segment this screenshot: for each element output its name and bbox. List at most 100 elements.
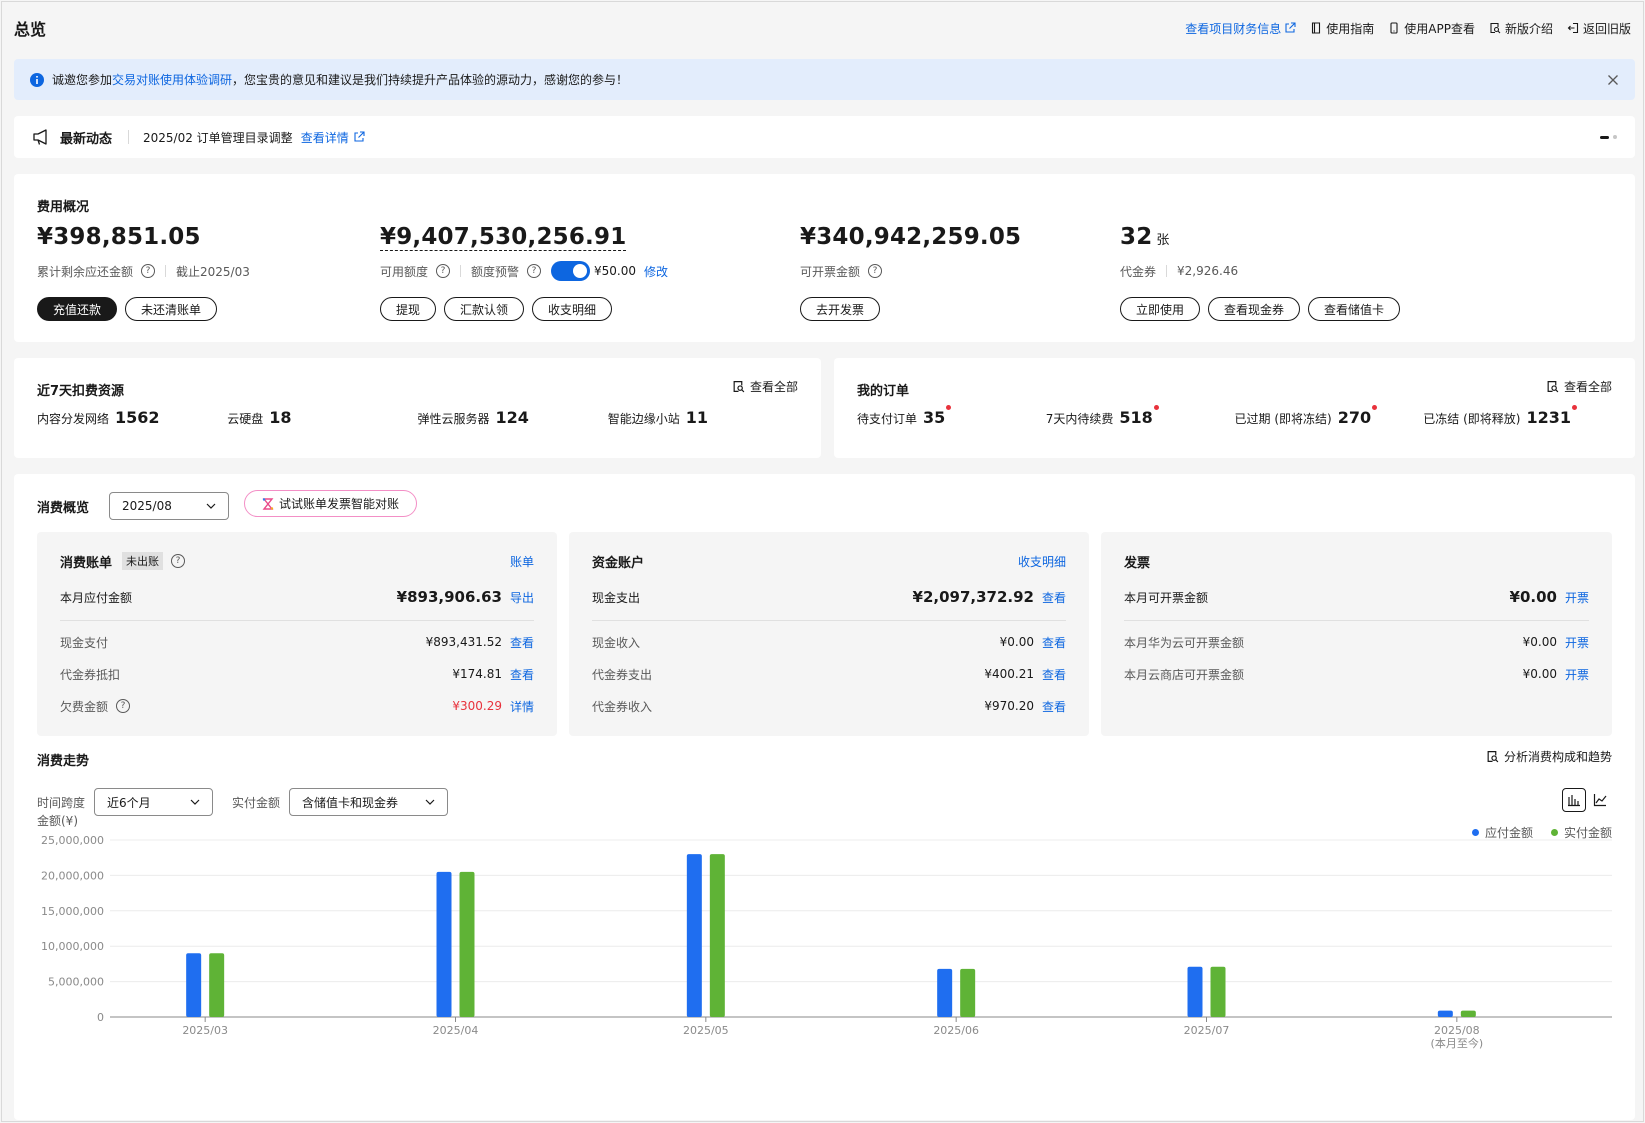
invoice-row-amount: ¥0.00 (1522, 667, 1557, 681)
new-intro-link[interactable]: 新版介绍 (1489, 20, 1553, 37)
resource-stat[interactable]: 云硬盘 18 (227, 408, 417, 427)
legend-item-paid[interactable]: 实付金额 (1550, 824, 1612, 841)
finance-info-label: 查看项目财务信息 (1185, 21, 1282, 36)
fund-main-amount: ¥2,097,372.92 (912, 588, 1034, 606)
unpaid-bills-button[interactable]: 未还清账单 (125, 297, 218, 321)
paid-label: 实付金额 (232, 796, 281, 810)
coupon-unit: 张 (1156, 233, 1170, 248)
invoice-head: 发票 (1124, 552, 1589, 571)
order-stat[interactable]: 7天内待续费 518 (1046, 405, 1235, 427)
paid-type-select[interactable]: 含储值卡和现金券 (289, 788, 448, 816)
bar-paid (960, 968, 976, 1017)
transaction-detail-button[interactable]: 收支明细 (532, 297, 613, 321)
resource-stat[interactable]: 内容分发网络 1562 (37, 408, 227, 427)
time-span-select[interactable]: 近6个月 (94, 788, 213, 816)
info-icon (30, 72, 44, 87)
credit-alert-label: 额度预警 (471, 264, 520, 279)
view-link[interactable]: 查看 (509, 635, 534, 650)
fund-main-row: 现金支出 ¥2,097,372.92 查看 (592, 586, 1066, 608)
fund-detail-link[interactable]: 收支明细 (1017, 554, 1066, 569)
fund-title: 资金账户 (592, 555, 645, 571)
credit-sub: 可用额度 ? 额度预警 ? ¥50.00 修改 (380, 261, 669, 281)
notice-prefix: 诚邀您参加 (52, 73, 113, 87)
guide-link[interactable]: 使用指南 (1310, 20, 1374, 37)
bar-chart-toggle[interactable] (1562, 788, 1586, 812)
bill-main-label: 本月应付金额 (60, 590, 133, 605)
edit-alert-link[interactable]: 修改 (644, 264, 669, 279)
help-icon[interactable]: ? (141, 264, 156, 278)
coupon-count-value: 32 (1120, 224, 1153, 250)
carousel-dot[interactable] (1613, 135, 1617, 139)
issue-invoice-button[interactable]: 去开发票 (800, 297, 881, 321)
book-icon (1312, 22, 1321, 34)
fund-row: 代金券支出 ¥400.21 查看 (592, 665, 1066, 683)
old-version-link[interactable]: 返回旧版 (1567, 20, 1631, 37)
news-title: 最新动态 (60, 131, 113, 147)
invoice-title: 发票 (1124, 555, 1151, 571)
close-icon[interactable] (1607, 74, 1619, 86)
external-link-icon (354, 131, 365, 142)
credit-amount[interactable]: ¥9,407,530,256.91 (380, 224, 627, 251)
notice-suffix: ，您宝贵的意见和建议是我们持续提升产品体验的源动力，感谢您的参与！ (232, 73, 629, 87)
news-bar: 最新动态 2025/02 订单管理目录调整 查看详情 (14, 116, 1635, 158)
use-now-button[interactable]: 立即使用 (1120, 297, 1201, 321)
legend-item-payable[interactable]: 应付金额 (1471, 824, 1533, 841)
remittance-claim-button[interactable]: 汇款认领 (444, 297, 525, 321)
coupon-column: 32 张 代金券 ¥2,926.46 立即使用 查看现金券 查看储值卡 (1120, 224, 1401, 321)
balance-date: 截止2025/03 (176, 264, 250, 279)
bill-link[interactable]: 账单 (509, 554, 534, 569)
news-detail-link[interactable]: 查看详情 (301, 129, 365, 146)
resources-title: 近7天扣费资源 (37, 384, 125, 399)
app-link[interactable]: 使用APP查看 (1388, 20, 1475, 37)
line-chart-toggle[interactable] (1588, 788, 1612, 812)
resources-view-all[interactable]: 查看全部 (732, 378, 798, 395)
bill-row-label: 代金券抵扣 (60, 667, 121, 682)
bill-row-amount: ¥893,431.52 (425, 635, 502, 649)
survey-link[interactable]: 交易对账使用体验调研 (112, 73, 233, 87)
fund-row-label: 代金券收入 (592, 699, 653, 714)
divider (592, 620, 1066, 621)
help-icon[interactable]: ? (436, 264, 451, 278)
view-link[interactable]: 查看 (1041, 590, 1066, 605)
smart-reconcile-button[interactable]: 试试账单发票智能对账 (244, 490, 417, 517)
invoice-column: ¥340,942,259.05 可开票金额 ? 去开发票 (800, 224, 1021, 321)
external-link-icon (1285, 22, 1296, 33)
help-icon[interactable]: ? (171, 554, 186, 568)
invoice-row-amount: ¥0.00 (1522, 635, 1557, 649)
analyze-trend-link[interactable]: 分析消费构成和趋势 (1486, 748, 1612, 765)
legend-dot (1550, 829, 1558, 836)
recharge-button[interactable]: 充值还款 (37, 297, 118, 321)
withdraw-button[interactable]: 提现 (380, 297, 437, 321)
finance-info-link[interactable]: 查看项目财务信息 (1185, 20, 1296, 37)
order-value-text: 518 (1119, 408, 1153, 427)
view-stored-card-button[interactable]: 查看储值卡 (1308, 297, 1401, 321)
order-stat[interactable]: 待支付订单 35 (857, 405, 1046, 427)
invoice-link[interactable]: 开票 (1564, 635, 1589, 650)
view-link[interactable]: 查看 (1041, 667, 1066, 682)
order-stat[interactable]: 已冻结 (即将释放) 1231 (1423, 405, 1612, 427)
resource-stat[interactable]: 智能边缘小站 11 (608, 408, 798, 427)
bill-row: 现金支付 ¥893,431.52 查看 (60, 633, 534, 651)
bar-paid (209, 953, 225, 1017)
export-link[interactable]: 导出 (509, 590, 534, 605)
detail-link[interactable]: 详情 (509, 699, 534, 714)
invoice-link[interactable]: 开票 (1564, 667, 1589, 682)
credit-actions: 提现 汇款认领 收支明细 (380, 297, 668, 321)
invoice-link[interactable]: 开票 (1564, 590, 1589, 605)
orders-view-all[interactable]: 查看全部 (1546, 378, 1612, 395)
help-icon[interactable]: ? (868, 264, 883, 278)
y-tick-label: 10,000,000 (41, 940, 104, 953)
order-stat[interactable]: 已过期 (即将冻结) 270 (1235, 405, 1424, 427)
help-icon[interactable]: ? (527, 264, 542, 278)
view-link[interactable]: 查看 (1041, 699, 1066, 714)
help-icon[interactable]: ? (116, 699, 131, 713)
resource-stat[interactable]: 弹性云服务器 124 (418, 408, 608, 427)
fund-row-amount: ¥0.00 (999, 635, 1034, 649)
invoice-main-row: 本月可开票金额 ¥0.00 开票 (1124, 586, 1589, 608)
carousel-dot-active[interactable] (1600, 135, 1609, 139)
month-select[interactable]: 2025/08 (109, 492, 229, 520)
view-link[interactable]: 查看 (1041, 635, 1066, 650)
credit-alert-toggle[interactable] (551, 261, 591, 281)
view-cash-coupon-button[interactable]: 查看现金券 (1208, 297, 1301, 321)
view-link[interactable]: 查看 (509, 667, 534, 682)
